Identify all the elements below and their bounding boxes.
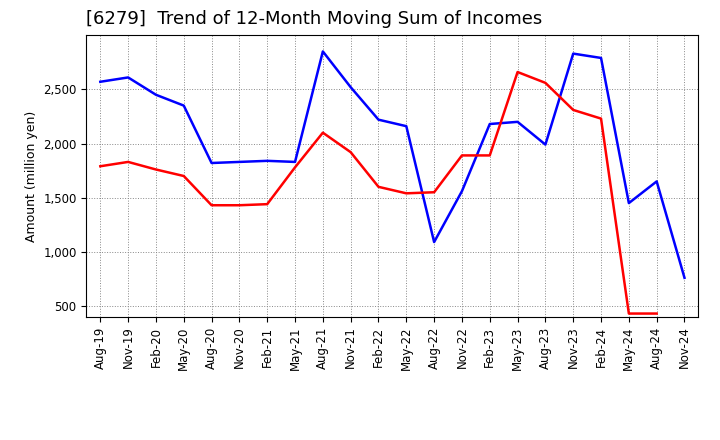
Ordinary Income xyxy=(485,121,494,127)
Ordinary Income xyxy=(179,103,188,108)
Net Income xyxy=(263,202,271,207)
Ordinary Income xyxy=(569,51,577,56)
Net Income xyxy=(207,202,216,208)
Ordinary Income xyxy=(597,55,606,61)
Net Income xyxy=(96,164,104,169)
Line: Net Income: Net Income xyxy=(100,72,657,314)
Line: Ordinary Income: Ordinary Income xyxy=(100,51,685,278)
Text: [6279]  Trend of 12-Month Moving Sum of Incomes: [6279] Trend of 12-Month Moving Sum of I… xyxy=(86,10,543,28)
Ordinary Income xyxy=(402,124,410,129)
Ordinary Income xyxy=(652,179,661,184)
Ordinary Income xyxy=(680,275,689,280)
Ordinary Income xyxy=(513,119,522,125)
Ordinary Income xyxy=(152,92,161,97)
Y-axis label: Amount (million yen): Amount (million yen) xyxy=(24,110,37,242)
Net Income xyxy=(402,191,410,196)
Ordinary Income xyxy=(207,160,216,165)
Ordinary Income xyxy=(458,188,467,194)
Net Income xyxy=(624,311,633,316)
Ordinary Income xyxy=(291,159,300,165)
Net Income xyxy=(152,167,161,172)
Ordinary Income xyxy=(235,159,243,165)
Net Income xyxy=(291,165,300,170)
Ordinary Income xyxy=(430,239,438,245)
Ordinary Income xyxy=(374,117,383,122)
Ordinary Income xyxy=(263,158,271,164)
Net Income xyxy=(235,202,243,208)
Net Income xyxy=(374,184,383,190)
Net Income xyxy=(346,150,355,155)
Ordinary Income xyxy=(541,142,550,147)
Net Income xyxy=(318,130,327,136)
Net Income xyxy=(541,80,550,85)
Net Income xyxy=(458,153,467,158)
Net Income xyxy=(513,70,522,75)
Net Income xyxy=(179,173,188,179)
Ordinary Income xyxy=(624,201,633,206)
Net Income xyxy=(597,116,606,121)
Ordinary Income xyxy=(318,49,327,54)
Net Income xyxy=(569,107,577,113)
Ordinary Income xyxy=(124,75,132,80)
Ordinary Income xyxy=(346,84,355,90)
Ordinary Income xyxy=(96,79,104,84)
Net Income xyxy=(485,153,494,158)
Net Income xyxy=(652,311,661,316)
Net Income xyxy=(430,190,438,195)
Net Income xyxy=(124,159,132,165)
